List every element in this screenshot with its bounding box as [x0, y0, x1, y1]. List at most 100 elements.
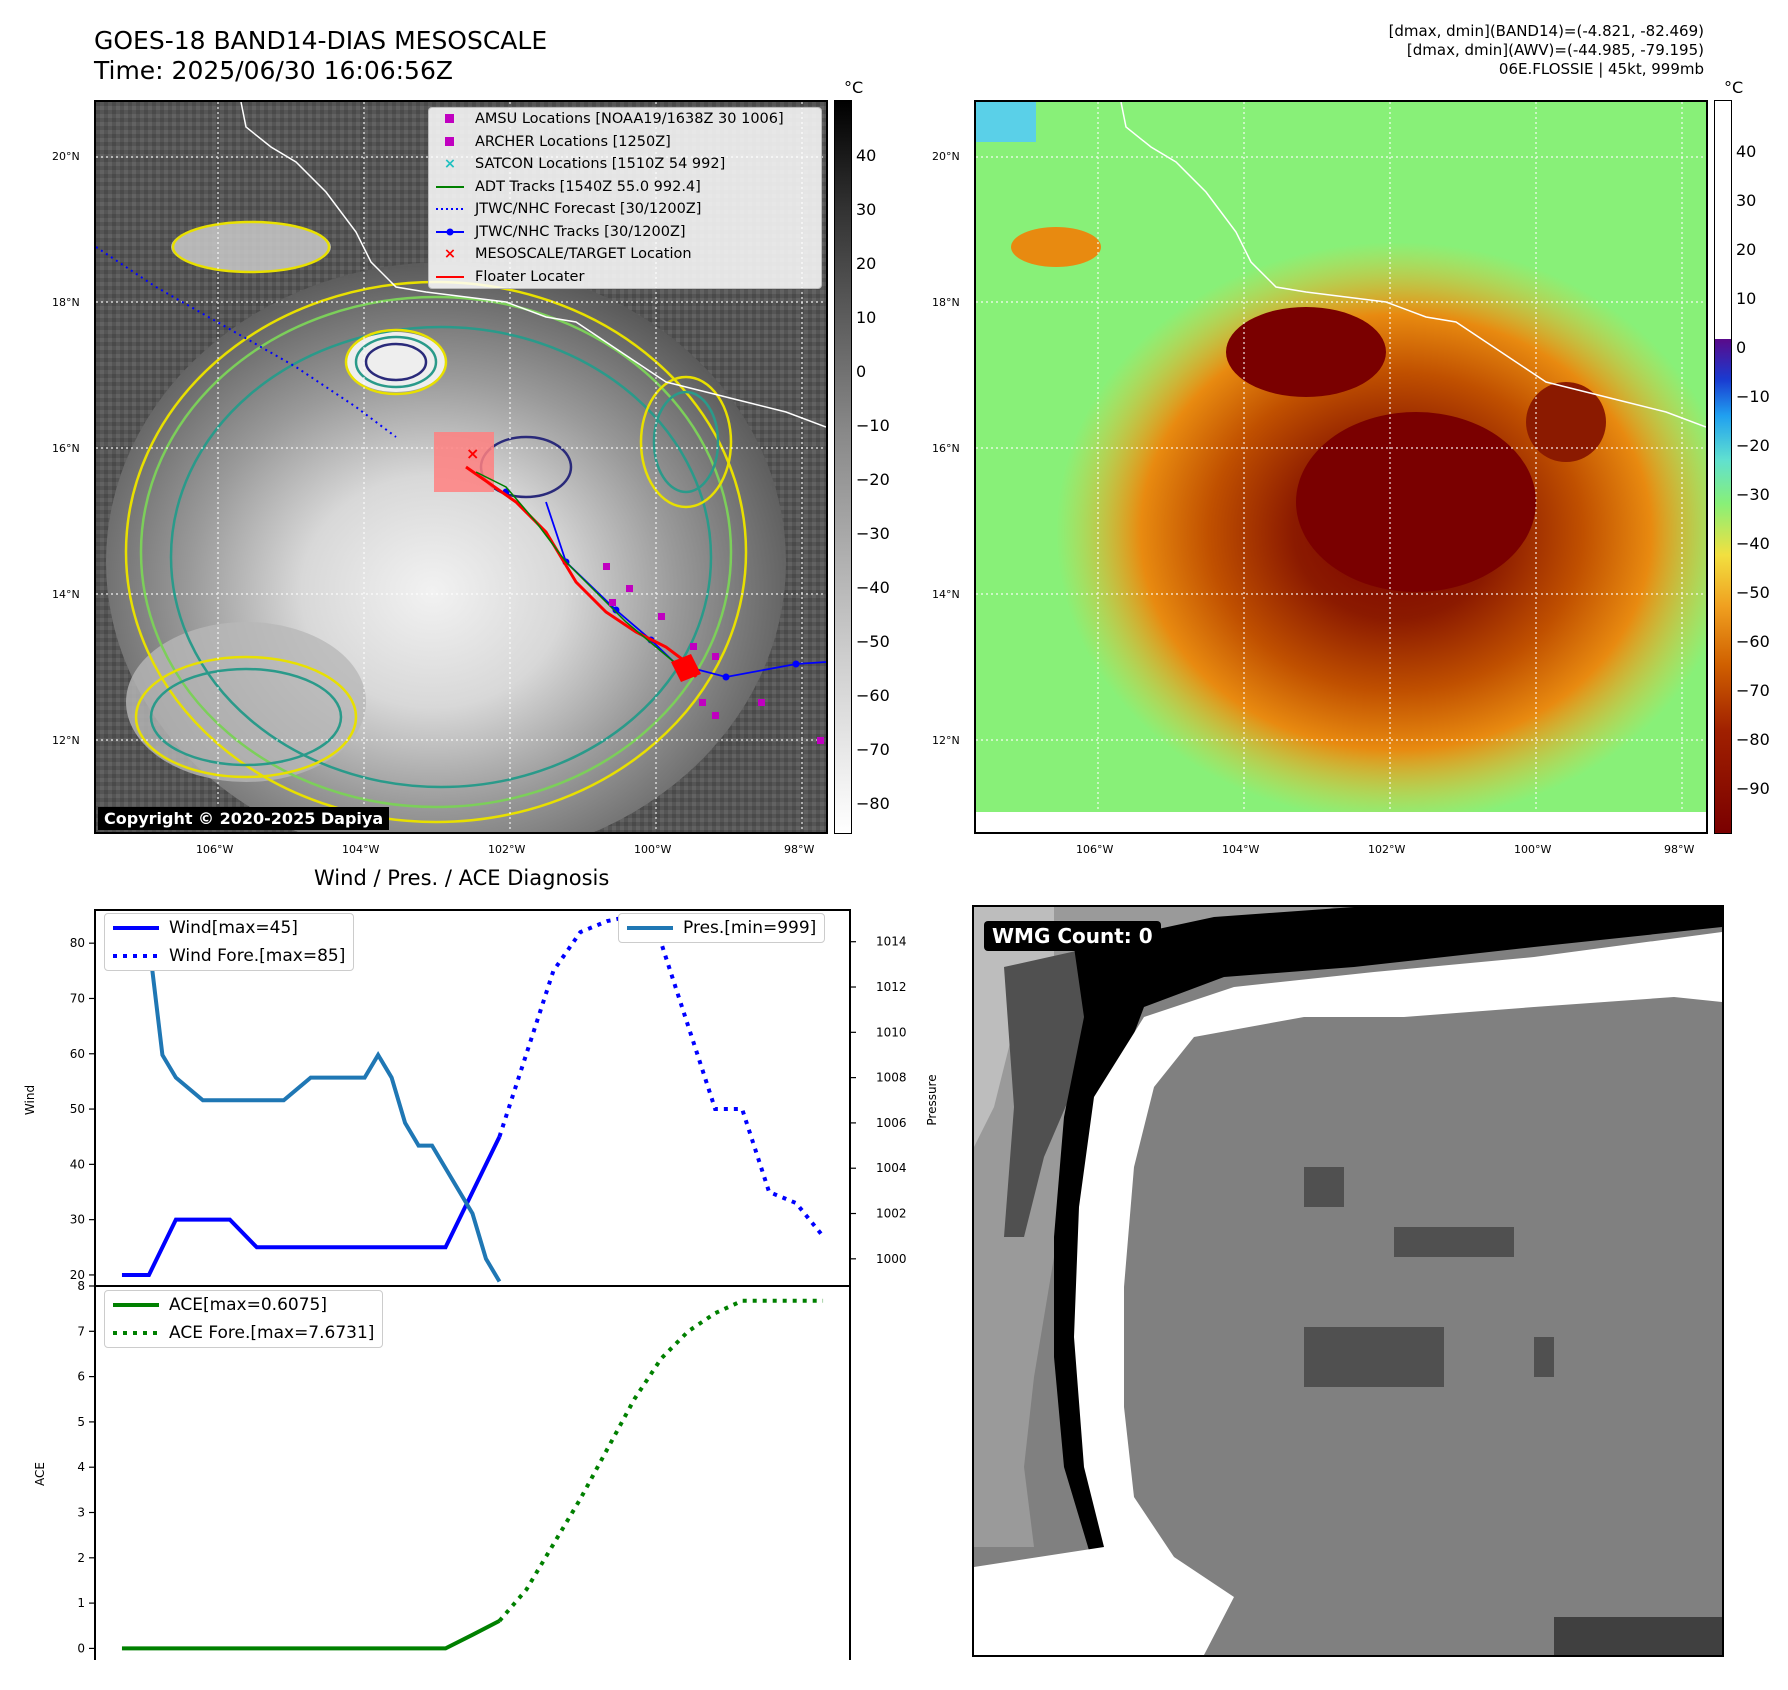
wind-tick-label: 20 — [70, 1268, 85, 1282]
title-time: Time: 2025/06/30 16:06:56Z — [94, 56, 453, 85]
wind-tick-label: 60 — [70, 1047, 85, 1061]
ir-lon-100: 100°W — [634, 843, 672, 856]
ace-tick-label: 3 — [77, 1506, 85, 1520]
wind-series-line-0 — [121, 1135, 502, 1277]
pres-tick-label: 1002 — [876, 1207, 907, 1221]
enh-lon-100: 100°W — [1514, 843, 1552, 856]
legend-wind-line — [113, 926, 159, 930]
legend-amsu-label: AMSU Locations [NOAA19/1638Z 30 1006] — [475, 111, 784, 128]
legend-forecast-marker — [435, 207, 465, 211]
pres-tick-label: 1010 — [876, 1025, 907, 1039]
legend-pres-label: Pres.[min=999] — [683, 918, 817, 938]
wind-tick-label: 40 — [70, 1157, 85, 1171]
enh-cb-tick: 30 — [1736, 191, 1757, 210]
ace-tick-label: 4 — [77, 1460, 85, 1474]
ace-tick-label: 0 — [77, 1641, 85, 1655]
enh-cb-tick: −90 — [1736, 779, 1770, 798]
legend-satcon-label: SATCON Locations [1510Z 54 992] — [475, 156, 726, 173]
legend-pres-line — [627, 926, 673, 930]
ace-tick-label: 7 — [77, 1324, 85, 1338]
legend-archer-marker — [435, 136, 465, 147]
ace-series-line-0 — [121, 1619, 501, 1651]
legend-pres: Pres.[min=999] — [619, 914, 824, 942]
enh-cb-tick: −20 — [1736, 436, 1770, 455]
enh-cb-tick: −10 — [1736, 387, 1770, 406]
pres-tick-label: 1012 — [876, 980, 907, 994]
wind-tick-label: 80 — [70, 936, 85, 950]
diagnosis-title: Wind / Pres. / ACE Diagnosis — [314, 866, 610, 890]
legend-ace-fore-label: ACE Fore.[max=7.6731] — [169, 1323, 375, 1343]
ir-cb-tick: −50 — [856, 632, 890, 651]
legend-amsu-marker — [435, 114, 465, 124]
ir-cb-tick: −10 — [856, 416, 890, 435]
wind-tick-label: 70 — [70, 991, 85, 1005]
legend-ace-line — [113, 1303, 159, 1307]
legend-floater: Floater Locater — [429, 266, 821, 289]
legend-adt: ADT Tracks [1540Z 55.0 992.4] — [429, 176, 821, 199]
enh-lat-18: 18°N — [932, 296, 960, 309]
ace-tick-label: 5 — [77, 1415, 85, 1429]
pres-tick-label: 1006 — [876, 1116, 907, 1130]
ir-lat-18: 18°N — [52, 296, 80, 309]
wmg-image — [974, 907, 1722, 1655]
legend-target-label: MESOSCALE/TARGET Location — [475, 246, 692, 263]
legend-wind-fore-label: Wind Fore.[max=85] — [169, 946, 346, 966]
ace-legend: ACE[max=0.6075] ACE Fore.[max=7.6731] — [104, 1290, 384, 1348]
legend-satcon-marker: × — [443, 156, 457, 173]
enh-cb-tick: 40 — [1736, 142, 1757, 161]
ace-tick-label: 2 — [77, 1551, 85, 1565]
enh-cb-tick: −60 — [1736, 632, 1770, 651]
svg-text:×: × — [466, 444, 479, 463]
wind-plot-frame — [94, 909, 851, 1287]
ir-cb-tick: −80 — [856, 794, 890, 813]
ir-cb-tick: −20 — [856, 470, 890, 489]
legend-tracks-marker — [435, 228, 465, 236]
enh-lon-102: 102°W — [1368, 843, 1406, 856]
ir-lat-20: 20°N — [52, 150, 80, 163]
ace-tick-label: 6 — [77, 1370, 85, 1384]
wind-legend: Wind[max=45] Wind Fore.[max=85] — [104, 913, 355, 971]
wind-tick-label: 50 — [70, 1102, 85, 1116]
stats-band14: [dmax, dmin](BAND14)=(-4.821, -82.469) — [1388, 22, 1704, 40]
legend-ace-fore: ACE Fore.[max=7.6731] — [105, 1319, 382, 1347]
legend-forecast-label: JTWC/NHC Forecast [30/1200Z] — [475, 201, 702, 218]
enh-cb-tick: −50 — [1736, 583, 1770, 602]
enh-cb-tick: 10 — [1736, 289, 1757, 308]
ace-tick-label: 1 — [77, 1596, 85, 1610]
copyright-label: Copyright © 2020-2025 Dapiya — [98, 807, 390, 830]
stats-block: [dmax, dmin](BAND14)=(-4.821, -82.469) [… — [1389, 22, 1704, 79]
ir-lat-12: 12°N — [52, 734, 80, 747]
enh-lon-104: 104°W — [1222, 843, 1260, 856]
wind-ylabel: Wind — [23, 1085, 37, 1115]
pres-tick-label: 1014 — [876, 935, 907, 949]
wmg-count-badge: WMG Count: 0 — [984, 921, 1161, 951]
legend-forecast: JTWC/NHC Forecast [30/1200Z] — [429, 198, 821, 221]
pres-legend: Pres.[min=999] — [618, 913, 826, 943]
pres-tick-label: 1000 — [876, 1252, 907, 1266]
figure-title: GOES-18 BAND14-DIAS MESOSCALE Time: 2025… — [94, 26, 547, 86]
ir-cb-tick: −30 — [856, 524, 890, 543]
pres-tick-label: 1004 — [876, 1161, 907, 1175]
ir-lat-14: 14°N — [52, 588, 80, 601]
wind-tick-label: 30 — [70, 1213, 85, 1227]
ir-cb-tick: 40 — [856, 146, 877, 165]
enh-cb-tick: 20 — [1736, 240, 1757, 259]
enh-cb-tick: −70 — [1736, 681, 1770, 700]
legend-wind-fore-line — [113, 954, 159, 958]
ir-lon-104: 104°W — [342, 843, 380, 856]
enh-cb-tick: −40 — [1736, 534, 1770, 553]
ir-lon-102: 102°W — [488, 843, 526, 856]
enh-lon-98: 98°W — [1664, 843, 1695, 856]
stats-awv: [dmax, dmin](AWV)=(-44.985, -79.195) — [1406, 41, 1704, 59]
enhanced-map-panel — [974, 100, 1708, 834]
ace-plot-frame — [94, 1285, 851, 1660]
legend-wind-label: Wind[max=45] — [169, 918, 298, 938]
ir-cb-tick: 30 — [856, 200, 877, 219]
legend-tracks: JTWC/NHC Tracks [30/1200Z] — [429, 221, 821, 244]
ir-cb-tick: −40 — [856, 578, 890, 597]
enh-lat-16: 16°N — [932, 442, 960, 455]
ir-cb-tick: −70 — [856, 740, 890, 759]
title-satellite: GOES-18 BAND14-DIAS MESOSCALE — [94, 26, 548, 55]
enhanced-colorbar — [1714, 100, 1732, 834]
